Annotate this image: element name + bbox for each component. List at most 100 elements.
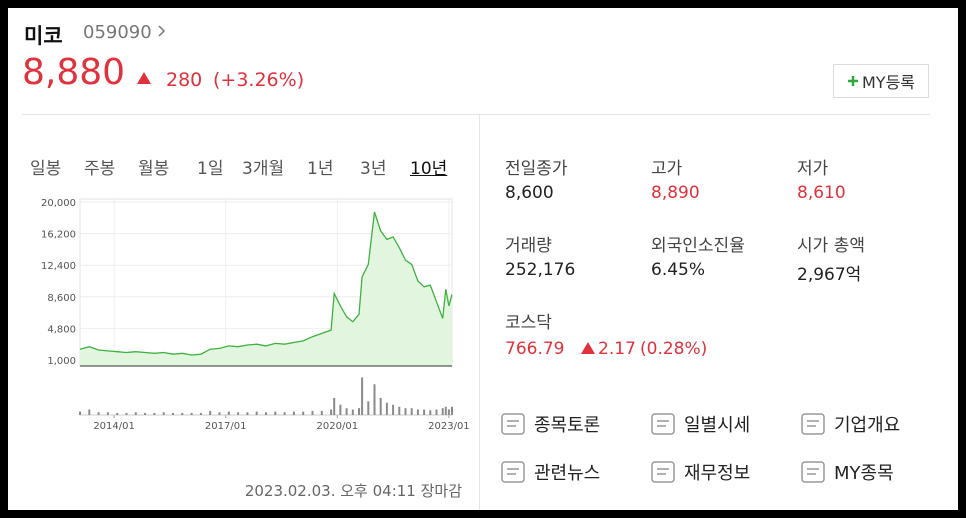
y-tick-label: 16,200 <box>41 230 76 241</box>
volume-bar <box>333 397 336 415</box>
link[interactable]: 종목토론 <box>500 411 600 437</box>
volume-bar <box>330 409 333 415</box>
x-tick-label: 2017/01 <box>205 421 247 432</box>
volume-bar <box>444 406 447 415</box>
volume-bar <box>209 410 212 415</box>
x-tick-label: 2020/01 <box>317 421 359 432</box>
chart: 20,000 16,200 12,400 8,600 4,800 1,000 2014/01… <box>41 198 470 432</box>
link-label: 종목토론 <box>534 415 601 436</box>
volume-bar <box>218 412 221 415</box>
index-change-pct: (0.28%) <box>640 339 708 359</box>
y-tick-label: 4,800 <box>47 324 76 335</box>
volume-bar <box>153 412 156 415</box>
change-pct: (+3.26%) <box>213 69 305 91</box>
volume-bar <box>88 409 91 415</box>
volume-bar <box>190 412 193 415</box>
volume-bar <box>339 404 342 415</box>
tab[interactable]: 3개월 <box>242 159 285 179</box>
volume-bar <box>162 412 165 415</box>
link-label: MY종목 <box>834 463 894 484</box>
link-icon <box>801 413 825 435</box>
volume-bar <box>302 411 305 415</box>
volume-bar <box>134 412 137 415</box>
stock-name[interactable]: 미코 <box>24 24 63 48</box>
widget: 미코 059090 8,880 280 (+3.26%) MY등록 일봉 주봉 월봉… <box>8 8 958 510</box>
volume-bar <box>385 402 388 415</box>
tab[interactable]: 1년 <box>307 159 334 179</box>
volume-bar <box>144 412 147 415</box>
link-label: 재무정보 <box>684 463 751 484</box>
index-change: 2.17 <box>598 339 636 359</box>
y-tick-label: 12,400 <box>41 261 76 272</box>
index-value: 766.79 <box>505 339 565 359</box>
stock-code[interactable]: 059090 <box>83 22 166 43</box>
volume-bar <box>97 412 100 415</box>
volume-bar <box>172 412 174 415</box>
link-label: 기업개요 <box>834 415 901 436</box>
my-button[interactable]: MY등록 <box>833 64 929 98</box>
chevron <box>158 25 166 37</box>
tab[interactable]: 3년 <box>360 159 387 179</box>
x-tick-label: 2014/01 <box>93 421 135 432</box>
plus-icon <box>847 76 858 86</box>
stat-label: 전일종가 <box>505 159 568 179</box>
link[interactable]: 관련뉴스 <box>500 459 600 485</box>
stat-label: 거래량 <box>505 236 552 256</box>
volume-bar <box>398 406 401 415</box>
volume-bar <box>125 412 128 415</box>
divider <box>479 115 480 510</box>
my-button-label: MY등록 <box>861 73 916 92</box>
volume-bar <box>79 411 81 415</box>
tab[interactable]: 주봉 <box>84 159 116 179</box>
volume-bar <box>429 410 432 415</box>
link[interactable]: 재무정보 <box>650 459 750 485</box>
volume-bar <box>367 401 370 415</box>
volume-bar <box>199 412 202 415</box>
volume-bar <box>246 412 249 415</box>
code: 059090 <box>83 22 152 43</box>
volume-bar <box>435 409 438 415</box>
stat-value: 8,890 <box>651 183 700 203</box>
volume-bar <box>106 412 109 415</box>
volume-bar <box>416 409 419 415</box>
link-icon <box>801 461 825 483</box>
link[interactable]: 일별시세 <box>650 411 750 437</box>
stat-label: 저가 <box>797 159 829 179</box>
tab[interactable]: 월봉 <box>138 159 170 179</box>
volume-bar <box>392 404 395 415</box>
stat-value: 6.45% <box>651 260 706 280</box>
link[interactable]: MY종목 <box>800 459 894 485</box>
link-icon <box>501 413 525 435</box>
stat-value: 252,176 <box>505 260 576 280</box>
volume-bar <box>116 412 119 415</box>
volume-bar <box>451 406 453 415</box>
volume-bar <box>292 411 295 415</box>
tab[interactable]: 10년 <box>410 159 448 179</box>
link[interactable]: 기업개요 <box>800 411 900 437</box>
stat-label: 외국인소진율 <box>651 236 745 256</box>
volume-bar <box>361 377 364 415</box>
link-label: 관련뉴스 <box>534 463 601 484</box>
y-tick-label: 20,000 <box>41 198 76 209</box>
stat-value: 8,610 <box>797 183 846 203</box>
volume-bar <box>373 384 376 415</box>
tab[interactable]: 1일 <box>197 159 224 179</box>
tab[interactable]: 일봉 <box>30 159 62 179</box>
link-icon <box>651 413 675 435</box>
price-line <box>79 211 453 356</box>
volume-bar <box>423 409 426 415</box>
volume-bar <box>283 412 286 415</box>
up-arrow <box>137 72 151 84</box>
volume-bar <box>404 408 407 415</box>
up-arrow <box>581 342 595 354</box>
volume-bar <box>274 411 277 415</box>
x-tick-label: 2023/01 <box>428 421 470 432</box>
y-tick-label: 8,600 <box>47 293 76 304</box>
volume-bar <box>345 408 348 415</box>
volume-bar <box>447 409 450 415</box>
link-label: 일별시세 <box>684 415 751 436</box>
volume-bar <box>255 411 258 415</box>
price: 8,880 <box>22 52 126 93</box>
volume-bar <box>237 412 240 415</box>
